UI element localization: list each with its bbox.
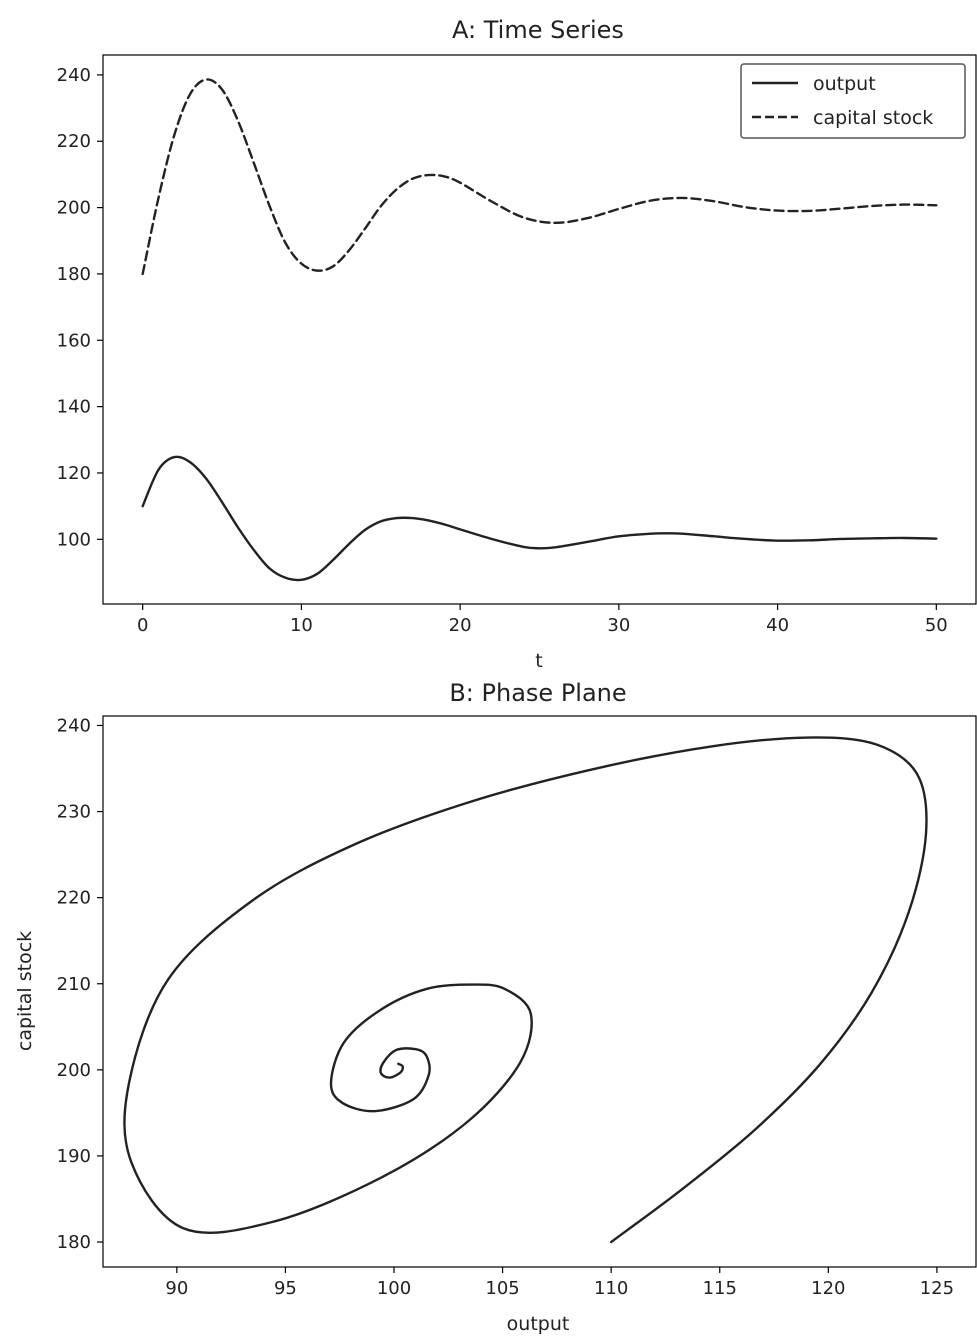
phase-plane-y-tick-label: 220	[57, 888, 91, 909]
time-series-title: A: Time Series	[452, 16, 624, 44]
time-series-x-tick-label: 30	[607, 615, 630, 636]
time-series-x-tick-label: 50	[925, 615, 948, 636]
time-series-y-tick-label: 140	[57, 397, 91, 418]
time-series-x-tick-label: 40	[766, 615, 789, 636]
phase-plane-y-tick-label: 240	[57, 715, 91, 736]
time-series-output-line	[141, 455, 938, 582]
phase-plane-x-tick-label: 110	[594, 1278, 628, 1299]
phase-plane-panel: B: Phase Plane 90 95 100 105 110 115 120 125 180…	[14, 679, 977, 1335]
phase-plane-y-axis-label: capital stock	[14, 931, 36, 1051]
phase-plane-y-tick-label: 230	[57, 802, 91, 823]
phase-plane-x-tick-label: 120	[811, 1278, 845, 1299]
phase-plane-x-axis-label: output	[507, 1313, 570, 1335]
phase-plane-y-tick-label: 190	[57, 1146, 91, 1167]
time-series-x-axis-label: t	[535, 650, 542, 672]
phase-plane-plot-area: 90 95 100 105 110 115 120 125 180 190 200 210 220 230…	[57, 715, 954, 1299]
phase-plane-title: B: Phase Plane	[449, 679, 626, 707]
time-series-x-tick-label: 10	[290, 615, 313, 636]
time-series-plot-area: 0 10 20 30 40 50 100 120 140 160 180 200 220 240	[57, 65, 948, 636]
time-series-x-tick-label: 0	[137, 615, 148, 636]
time-series-y-tick-label: 200	[57, 198, 91, 219]
time-series-x-tick-label: 20	[449, 615, 472, 636]
time-series-y-tick-label: 180	[57, 264, 91, 285]
phase-plane-x-tick-label: 90	[165, 1278, 188, 1299]
phase-plane-x-tick-label: 100	[377, 1278, 411, 1299]
time-series-y-tick-label: 120	[57, 463, 91, 484]
time-series-legend: output capital stock	[740, 63, 966, 139]
phase-plane-x-tick-label: 115	[703, 1278, 737, 1299]
phase-plane-x-tick-label: 95	[274, 1278, 297, 1299]
time-series-axes-frame	[102, 54, 977, 605]
phase-plane-x-tick-label: 105	[485, 1278, 519, 1299]
phase-plane-axes-frame	[102, 715, 977, 1268]
phase-plane-y-tick-label: 180	[57, 1232, 91, 1253]
phase-plane-y-tick-label: 200	[57, 1060, 91, 1081]
time-series-y-tick-label: 220	[57, 131, 91, 152]
phase-plane-trajectory-line	[123, 736, 928, 1244]
phase-plane-y-tick-label: 210	[57, 974, 91, 995]
time-series-y-tick-label: 100	[57, 529, 91, 550]
time-series-y-tick-label: 160	[57, 330, 91, 351]
legend-capital-stock-label: capital stock	[813, 107, 933, 129]
time-series-y-tick-label: 240	[57, 65, 91, 86]
phase-plane-x-tick-label: 125	[920, 1278, 954, 1299]
legend-output-label: output	[813, 73, 876, 95]
time-series-capital-stock-line	[141, 78, 938, 276]
